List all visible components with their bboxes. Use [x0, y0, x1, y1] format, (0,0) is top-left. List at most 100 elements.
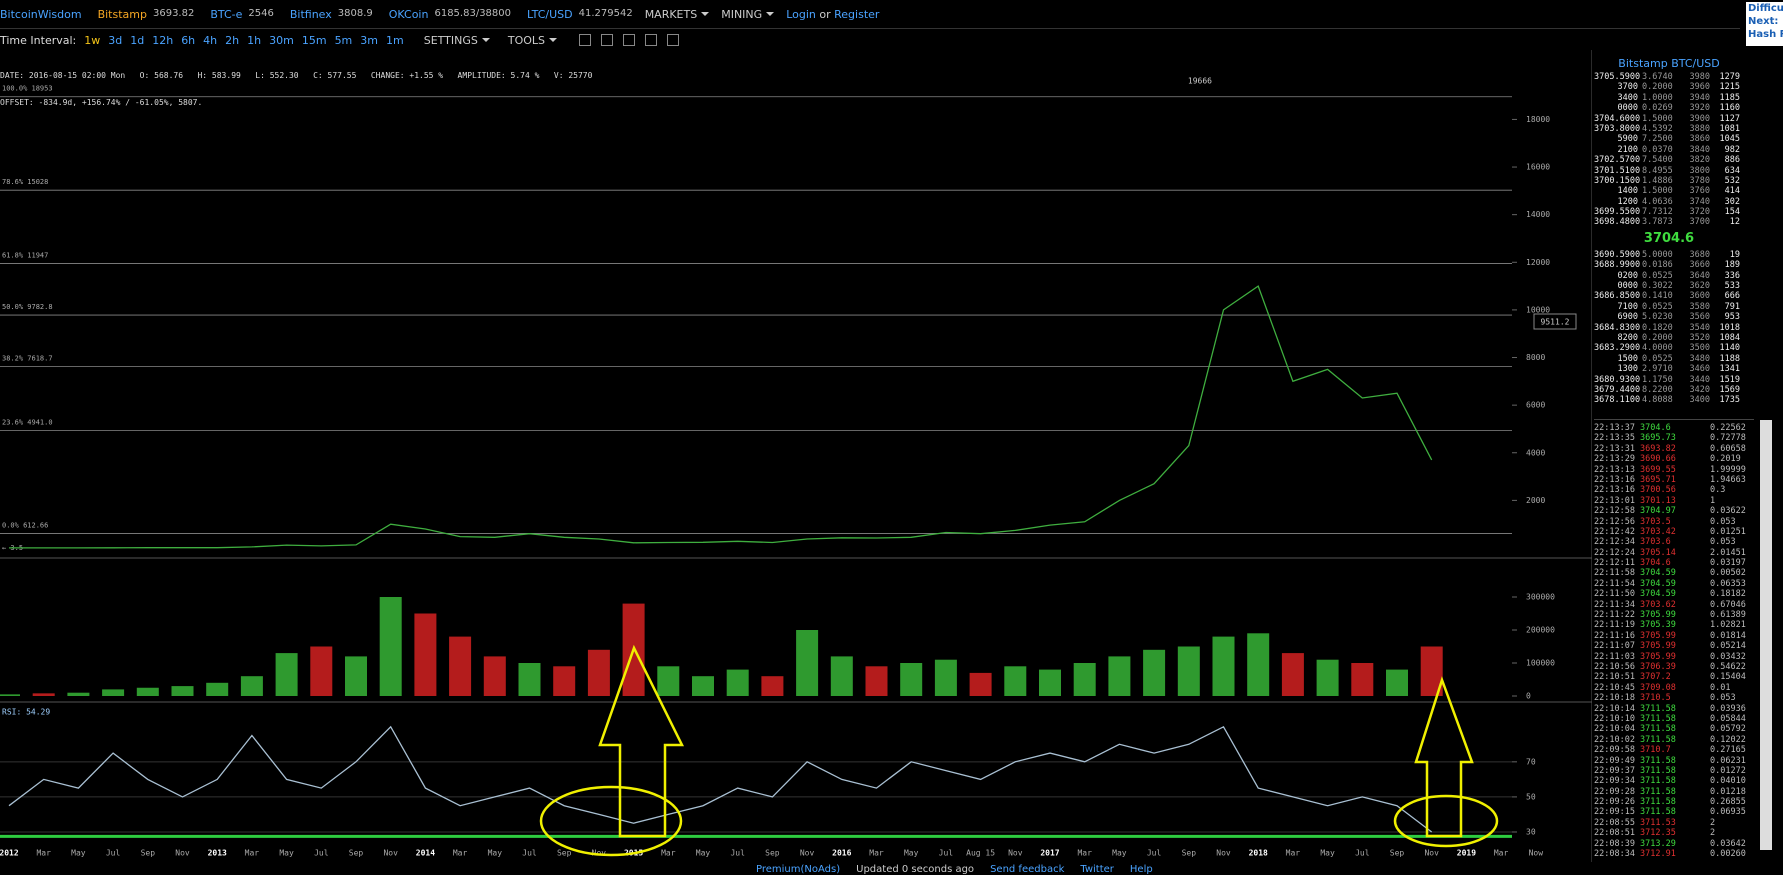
order-cell: 154	[1724, 207, 1740, 218]
trade-time: 22:09:34	[1594, 776, 1635, 787]
tool-icon[interactable]	[645, 34, 658, 46]
trade-price: 3705.99	[1640, 630, 1676, 641]
tool-icon[interactable]	[601, 34, 614, 46]
ticker[interactable]: BTC-e 2546	[210, 8, 274, 21]
order-cell: 3699.5500	[1594, 207, 1641, 218]
interval[interactable]: 1h	[247, 33, 262, 47]
interval[interactable]: 3m	[360, 33, 378, 47]
trade-price: 3711.58	[1640, 755, 1676, 766]
trade-row: 22:09:58 3710.7 0.27165	[1594, 745, 1754, 755]
login[interactable]: Login	[786, 7, 816, 21]
trade-time: 22:11:07	[1594, 641, 1635, 652]
order-cell: 3980	[1689, 72, 1710, 82]
trade-price: 3703.5	[1640, 516, 1671, 527]
tool-icon[interactable]	[579, 34, 592, 46]
order-cell: 3800	[1689, 165, 1710, 176]
order-row: 3704.6000 1.5000 3900 1127	[1594, 114, 1744, 124]
trade-row: 22:12:42 3703.42 0.01251	[1594, 527, 1754, 537]
trade-price: 3710.7	[1640, 745, 1671, 756]
ticker[interactable]: LTC/USD 41.279542	[527, 8, 633, 21]
interval[interactable]: 30m	[269, 33, 294, 47]
interval[interactable]: 15m	[301, 33, 327, 47]
toolbar: Time Interval: 1w 3d 1d 12h 6h 4h 2h 1h 30m 15m 5m…	[0, 30, 680, 50]
trade-row: 22:11:54 3704.59 0.06353	[1594, 579, 1754, 589]
ticker[interactable]: OKCoin 6185.83/38800	[389, 8, 511, 21]
trade-amount: 0.04010	[1710, 776, 1746, 787]
x-tick-label: May	[71, 849, 86, 858]
footer-link[interactable]: Premium(NoAds)	[756, 864, 841, 875]
x-tick-label: May	[1320, 849, 1335, 858]
trade-amount: 0.03197	[1710, 558, 1746, 569]
peak-label: 19666	[1188, 77, 1212, 86]
order-cell: 1.0000	[1642, 92, 1673, 103]
interval[interactable]: 12h	[152, 33, 174, 47]
trade-amount: 0.05214	[1710, 641, 1746, 652]
interval[interactable]: 4h	[203, 33, 218, 47]
order-cell: 3740	[1689, 196, 1710, 207]
footer-link[interactable]: Send feedback	[990, 864, 1065, 875]
scrollbar[interactable]	[1760, 420, 1772, 850]
order-cell: 1185	[1719, 92, 1740, 103]
interval[interactable]: 1w	[84, 33, 101, 47]
interval[interactable]: 6h	[181, 33, 196, 47]
trade-price: 3704.59	[1640, 568, 1676, 579]
volume-bar	[67, 692, 90, 696]
register[interactable]: Register	[834, 7, 880, 21]
interval[interactable]: 1d	[130, 33, 145, 47]
order-cell: 3.6740	[1642, 72, 1673, 82]
trade-time: 22:08:39	[1594, 838, 1635, 849]
trade-amount: 0.61389	[1710, 610, 1746, 621]
footer: Premium(NoAds) Updated 0 seconds ago Send …	[756, 864, 1153, 875]
order-cell: 3684.8300	[1594, 322, 1641, 333]
tool-icon[interactable]	[667, 34, 680, 46]
order-row: 1400 1.5000 3760 414	[1594, 186, 1744, 196]
chart: 100.0% 18953 78.6% 15028 61.8% 11947 50.0% …	[0, 50, 1592, 862]
tool-icon[interactable]	[623, 34, 636, 46]
x-tick-label: Nov	[592, 849, 607, 858]
orderbook-title: Bitstamp BTC/USD	[1618, 57, 1720, 70]
menu[interactable]: SETTINGS	[424, 34, 490, 47]
trade-price: 3704.6	[1640, 558, 1671, 569]
menu[interactable]: MARKETS	[645, 8, 710, 21]
order-cell: 1341	[1719, 364, 1740, 375]
trade-row: 22:12:58 3704.97 0.03622	[1594, 506, 1754, 516]
order-cell: 3660	[1689, 260, 1710, 271]
brand[interactable]: BitcoinWisdom	[0, 7, 82, 21]
order-cell: 7.7312	[1642, 207, 1673, 218]
trade-row: 22:13:35 3695.73 0.72778	[1594, 433, 1754, 443]
trade-price: 3699.55	[1640, 464, 1676, 475]
trade-time: 22:10:56	[1594, 661, 1635, 672]
trade-price: 3713.29	[1640, 838, 1676, 849]
trade-row: 22:12:56 3703.5 0.053	[1594, 517, 1754, 527]
ticker[interactable]: Bitstamp 3693.82	[98, 8, 195, 21]
order-row: 3690.5900 5.0000 3680 19	[1594, 250, 1744, 260]
footer-link[interactable]: Twitter	[1080, 864, 1114, 875]
interval[interactable]: 1m	[386, 33, 404, 47]
trade-time: 22:10:18	[1594, 693, 1635, 704]
volume-bar	[1177, 646, 1200, 696]
interval[interactable]: 3d	[108, 33, 123, 47]
order-cell: 3440	[1689, 374, 1710, 385]
volume-bar	[553, 666, 576, 696]
x-tick-label: Nov	[1008, 849, 1023, 858]
interval[interactable]: 5m	[334, 33, 353, 47]
trade-amount: 0.053	[1710, 693, 1736, 704]
trade-row: 22:09:28 3711.58 0.01218	[1594, 787, 1754, 797]
x-tick-label: Mar	[245, 849, 260, 858]
ticker[interactable]: Bitfinex 3808.9	[290, 8, 373, 21]
trade-price: 3704.59	[1640, 578, 1676, 589]
order-cell: 0.3022	[1642, 281, 1673, 292]
menu[interactable]: TOOLS	[508, 34, 557, 47]
trade-amount: 0.06231	[1710, 755, 1746, 766]
interval[interactable]: 2h	[225, 33, 240, 47]
order-cell: 8.2200	[1642, 384, 1673, 395]
volume-bar	[865, 666, 888, 696]
footer-link[interactable]: Help	[1129, 864, 1153, 875]
trade-row: 22:12:24 3705.14 2.01451	[1594, 548, 1754, 558]
order-cell: 3702.5700	[1594, 155, 1641, 166]
volume-bar	[1386, 669, 1408, 696]
order-cell: 3480	[1689, 353, 1710, 364]
order-cell: 302	[1724, 196, 1740, 207]
order-cell: 3680	[1689, 249, 1710, 260]
menu[interactable]: MINING	[721, 8, 774, 21]
